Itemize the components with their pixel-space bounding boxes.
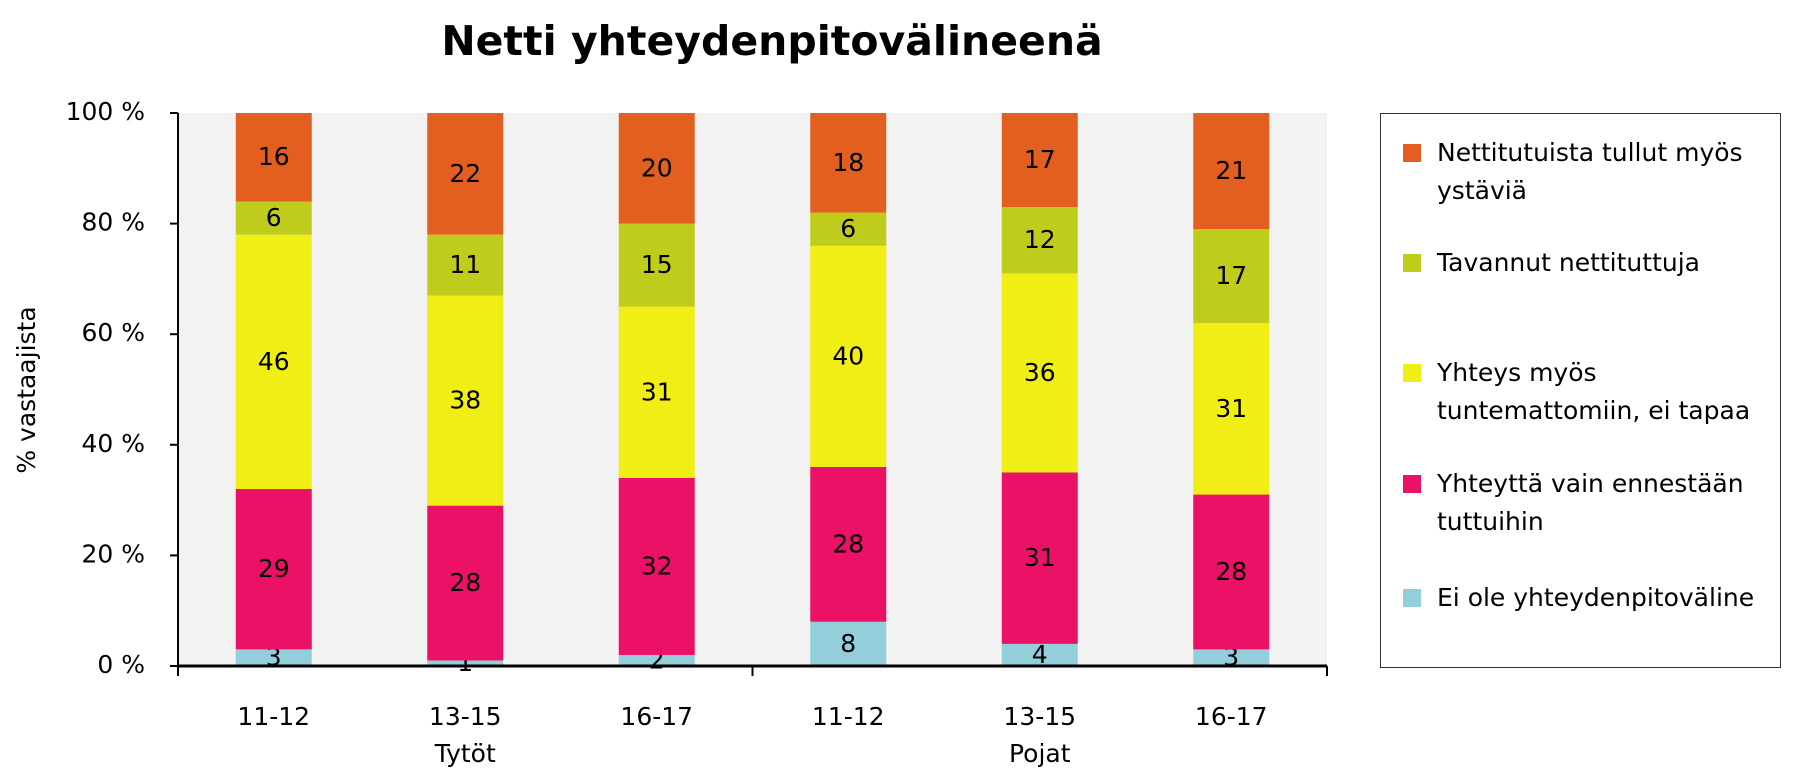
y-axis-label: % vastaajista (12, 306, 41, 473)
value-label: 28 (832, 529, 864, 558)
x-tick-label: 13-15 (1003, 702, 1076, 731)
x-tick-label: 11-12 (812, 702, 885, 731)
bar-segment (427, 295, 504, 506)
bar-segment (810, 113, 887, 213)
bar-segment (235, 649, 312, 666)
legend-swatch (1403, 144, 1421, 162)
value-label: 15 (641, 250, 673, 279)
value-label: 36 (1024, 358, 1056, 387)
value-label: 18 (832, 148, 864, 177)
bar-segment (235, 113, 312, 202)
bar-segment (810, 621, 887, 666)
value-label: 4 (1032, 640, 1048, 669)
bar-segment (618, 223, 695, 307)
bar-segment (427, 660, 504, 666)
bar-segment (1193, 113, 1270, 230)
legend-item: Yhteys myös tuntemattomiin, ei tapaa (1403, 354, 1807, 430)
plot-area (178, 113, 1327, 666)
bar-segment (618, 306, 695, 478)
bar-segment (1001, 207, 1078, 274)
bar-segment (1193, 229, 1270, 324)
bar-segment (235, 489, 312, 650)
value-label: 46 (258, 347, 290, 376)
bar-segment (1193, 649, 1270, 666)
group-label: Tytöt (434, 739, 496, 768)
legend-item: Nettitutuista tullut myös ystäviä (1403, 134, 1807, 210)
x-tick-label: 16-17 (1195, 702, 1268, 731)
y-tick-label: 40 % (81, 429, 145, 458)
bar-segment (427, 113, 504, 235)
bar-segment (1001, 113, 1078, 208)
bar-segment (235, 234, 312, 490)
y-tick-label: 0 % (97, 650, 145, 679)
legend-swatch (1403, 364, 1421, 382)
value-label: 8 (840, 629, 856, 658)
value-label: 22 (449, 159, 481, 188)
bar-segment (810, 212, 887, 246)
bar-segment (427, 234, 504, 296)
legend-item: Yhteyttä vain ennestään tuttuihin (1403, 465, 1807, 541)
bar-segment (810, 466, 887, 622)
y-tick-label: 100 % (66, 97, 145, 126)
y-tick-label: 20 % (81, 539, 145, 568)
value-label: 3 (1223, 643, 1239, 672)
value-label: 31 (641, 377, 673, 406)
value-label: 6 (840, 214, 856, 243)
chart-title: Netti yhteydenpitovälineenä (441, 17, 1102, 65)
bar-segment (1193, 323, 1270, 495)
value-label: 40 (832, 341, 864, 370)
bar-segment (427, 505, 504, 661)
legend-swatch (1403, 589, 1421, 607)
value-label: 28 (449, 568, 481, 597)
x-tick-label: 11-12 (237, 702, 310, 731)
y-tick-label: 80 % (81, 208, 145, 237)
value-label: 3 (266, 643, 282, 672)
value-label: 16 (258, 142, 290, 171)
value-label: 32 (641, 551, 673, 580)
value-label: 6 (266, 203, 282, 232)
legend: Nettitutuista tullut myös ystäviä Tavannu… (1380, 113, 1781, 668)
value-label: 31 (1024, 543, 1056, 572)
legend-swatch (1403, 475, 1421, 493)
bar-segment (1001, 643, 1078, 666)
bar-segment (1193, 494, 1270, 650)
legend-label: Yhteys myös tuntemattomiin, ei tapaa (1437, 358, 1751, 425)
value-label: 28 (1215, 557, 1247, 586)
value-label: 11 (449, 250, 481, 279)
value-label: 20 (641, 153, 673, 182)
legend-label: Ei ole yhteydenpitoväline (1437, 583, 1755, 612)
legend-swatch (1403, 254, 1421, 272)
bar-segment (235, 201, 312, 235)
value-label: 17 (1215, 261, 1247, 290)
bar-segment (1001, 273, 1078, 473)
bar-segment (810, 245, 887, 467)
value-label: 31 (1215, 394, 1247, 423)
bar-segment (618, 113, 695, 224)
legend-label: Yhteyttä vain ennestään tuttuihin (1437, 469, 1744, 536)
legend-label: Tavannut nettituttuja (1437, 248, 1700, 277)
value-label: 21 (1215, 156, 1247, 185)
group-label: Pojat (1009, 739, 1071, 768)
legend-item: Ei ole yhteydenpitoväline (1403, 579, 1807, 617)
legend-item: Tavannut nettituttuja (1403, 244, 1807, 282)
value-label: 17 (1024, 145, 1056, 174)
value-label: 29 (258, 554, 290, 583)
x-tick-label: 16-17 (620, 702, 693, 731)
x-tick-label: 13-15 (429, 702, 502, 731)
y-tick-label: 60 % (81, 318, 145, 347)
value-label: 12 (1024, 225, 1056, 254)
bar-segment (618, 477, 695, 655)
legend-label: Nettitutuista tullut myös ystäviä (1437, 138, 1743, 205)
bar-segment (618, 654, 695, 666)
bar-segment (1001, 472, 1078, 644)
value-label: 38 (449, 386, 481, 415)
